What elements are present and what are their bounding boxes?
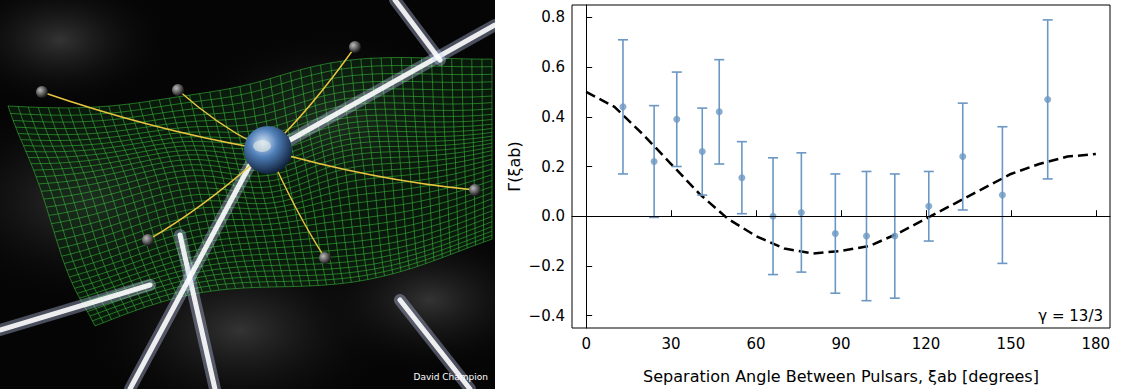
svg-text:150: 150: [997, 335, 1026, 353]
svg-text:30: 30: [662, 335, 681, 353]
svg-text:David Champion: David Champion: [413, 372, 488, 382]
svg-text:−0.2: −0.2: [529, 257, 565, 275]
svg-text:180: 180: [1082, 335, 1111, 353]
svg-text:0.4: 0.4: [541, 108, 565, 126]
svg-text:0.2: 0.2: [541, 158, 565, 176]
svg-text:Separation Angle Between Pulsa: Separation Angle Between Pulsars, ξab [d…: [643, 367, 1039, 386]
svg-text:0.6: 0.6: [541, 58, 565, 76]
svg-text:−0.4: −0.4: [529, 307, 565, 325]
svg-text:Γ(ξab): Γ(ξab): [505, 141, 524, 191]
svg-text:0.8: 0.8: [541, 8, 565, 26]
svg-text:0: 0: [581, 335, 591, 353]
svg-text:60: 60: [747, 335, 766, 353]
svg-text:120: 120: [912, 335, 941, 353]
svg-text:0.0: 0.0: [541, 207, 565, 225]
svg-text:γ = 13/3: γ = 13/3: [1038, 307, 1103, 325]
svg-text:90: 90: [831, 335, 850, 353]
